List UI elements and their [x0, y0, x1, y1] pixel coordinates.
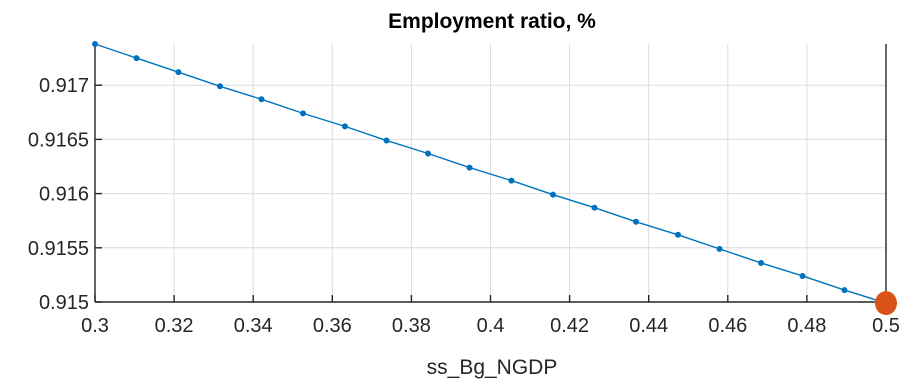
x-axis-label: ss_Bg_NGDP	[427, 356, 558, 379]
axes	[94, 44, 887, 303]
data-point	[841, 287, 848, 294]
highlight-point	[875, 291, 897, 316]
data-point	[175, 69, 182, 76]
data-point	[508, 177, 515, 184]
grid-lines	[95, 44, 886, 302]
data-point	[758, 259, 765, 266]
y-tick-label: 0.9155	[28, 238, 89, 260]
data-point	[674, 231, 681, 238]
x-tick-label: 0.42	[550, 315, 589, 337]
data-point	[591, 204, 598, 211]
chart-title: Employment ratio, %	[388, 10, 596, 33]
data-point	[216, 83, 223, 90]
x-tick-label: 0.46	[708, 315, 747, 337]
y-tick-label: 0.916	[39, 184, 89, 206]
data-point	[92, 41, 98, 47]
x-tick-label: 0.34	[234, 315, 273, 337]
y-tick-label: 0.9165	[28, 129, 89, 151]
y-tick-label: 0.915	[39, 292, 89, 314]
series-line	[94, 43, 887, 304]
x-tick-label: 0.5	[872, 315, 900, 337]
data-point	[466, 164, 473, 171]
tick-labels: 0.3 0.32 0.34 0.36 0.38 0.4 0.42 0.44 0.46 0.48 0.…	[28, 75, 900, 337]
data-point	[258, 96, 265, 103]
x-tick-label: 0.44	[629, 315, 668, 337]
data-point	[341, 123, 348, 130]
data-point	[716, 245, 723, 252]
y-tick-label: 0.917	[39, 75, 89, 97]
data-point	[633, 218, 640, 225]
x-tick-label: 0.32	[155, 315, 194, 337]
data-point	[133, 55, 140, 62]
data-point	[383, 137, 390, 144]
x-tick-label: 0.4	[477, 315, 505, 337]
data-point	[799, 272, 806, 279]
x-tick-label: 0.3	[81, 315, 109, 337]
x-tick-label: 0.36	[313, 315, 352, 337]
data-point	[300, 110, 307, 117]
data-point	[549, 191, 556, 198]
x-tick-label: 0.48	[787, 315, 826, 337]
data-point	[425, 150, 432, 157]
series-layer	[92, 41, 897, 316]
x-tick-label: 0.38	[392, 315, 431, 337]
